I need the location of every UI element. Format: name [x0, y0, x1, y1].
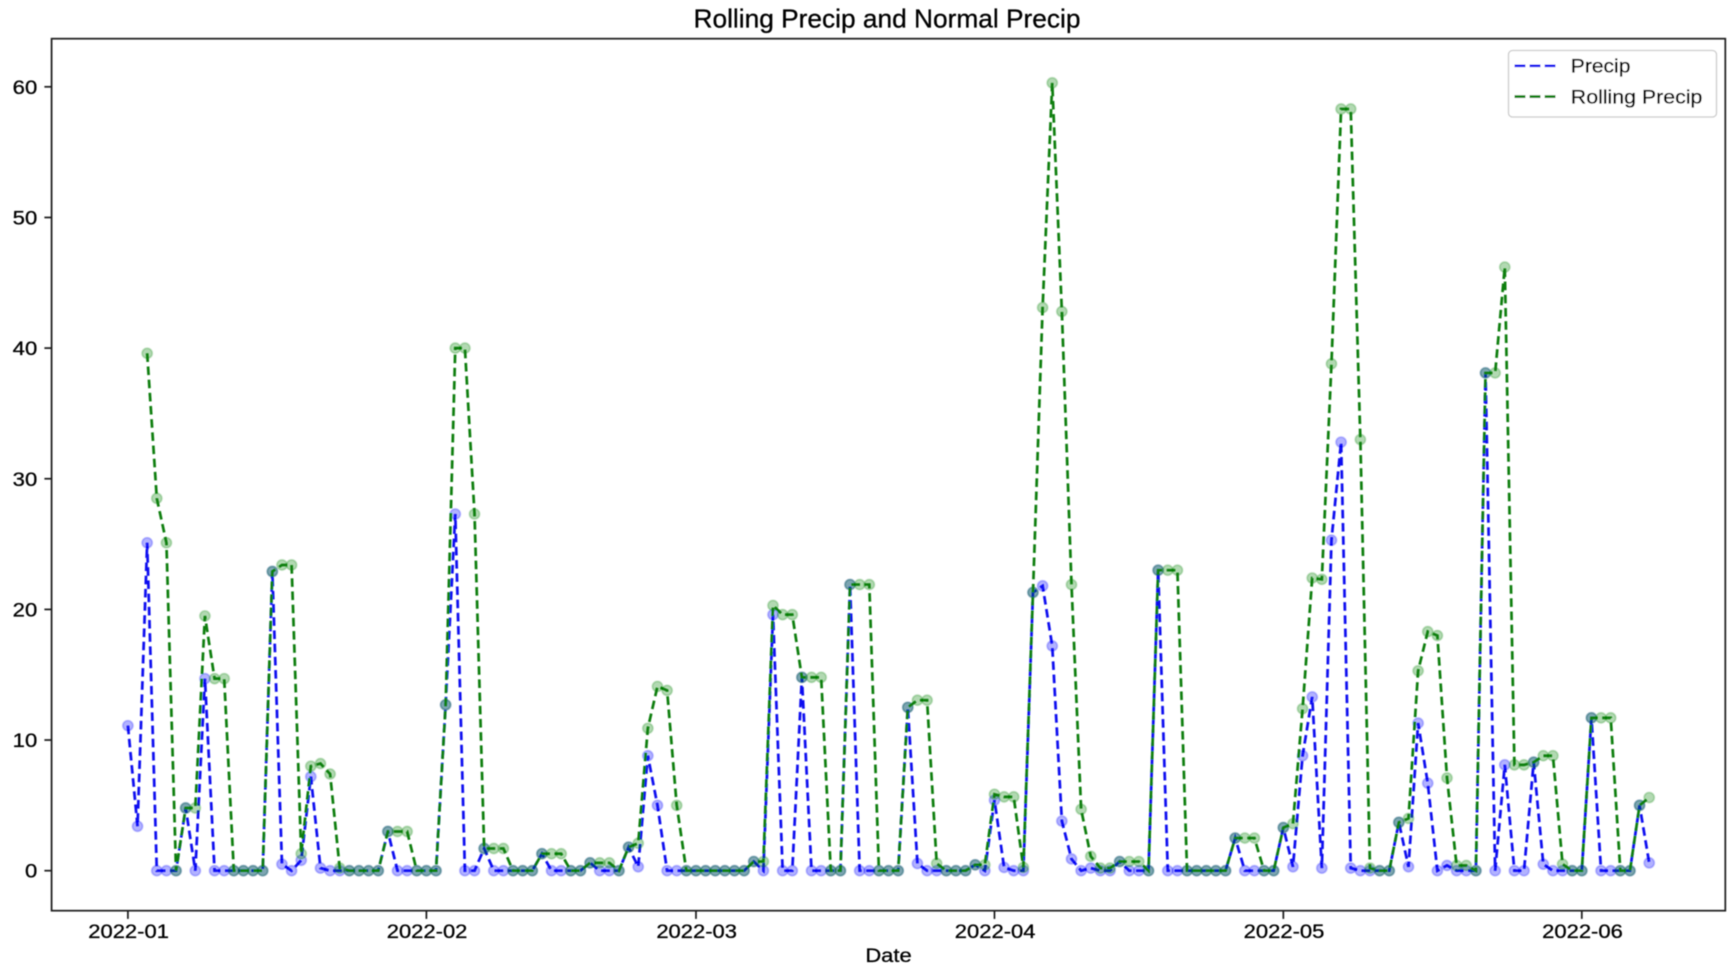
svg-text:10: 10: [13, 730, 38, 752]
svg-text:2022-02: 2022-02: [387, 921, 468, 943]
svg-text:Rolling Precip: Rolling Precip: [1571, 86, 1703, 108]
svg-text:2022-03: 2022-03: [656, 921, 737, 943]
svg-text:30: 30: [13, 469, 38, 491]
svg-text:2022-05: 2022-05: [1244, 921, 1325, 943]
svg-text:2022-06: 2022-06: [1542, 921, 1623, 943]
svg-text:50: 50: [13, 207, 38, 229]
svg-text:Precip: Precip: [1571, 56, 1631, 78]
svg-text:0: 0: [25, 861, 37, 883]
svg-text:60: 60: [13, 77, 38, 99]
svg-text:2022-01: 2022-01: [88, 921, 169, 943]
svg-text:20: 20: [13, 599, 38, 621]
svg-text:Rolling Precip and Normal Prec: Rolling Precip and Normal Precip: [694, 6, 1081, 34]
svg-text:40: 40: [13, 338, 38, 360]
svg-text:Date: Date: [865, 945, 911, 967]
svg-text:2022-04: 2022-04: [955, 921, 1036, 943]
